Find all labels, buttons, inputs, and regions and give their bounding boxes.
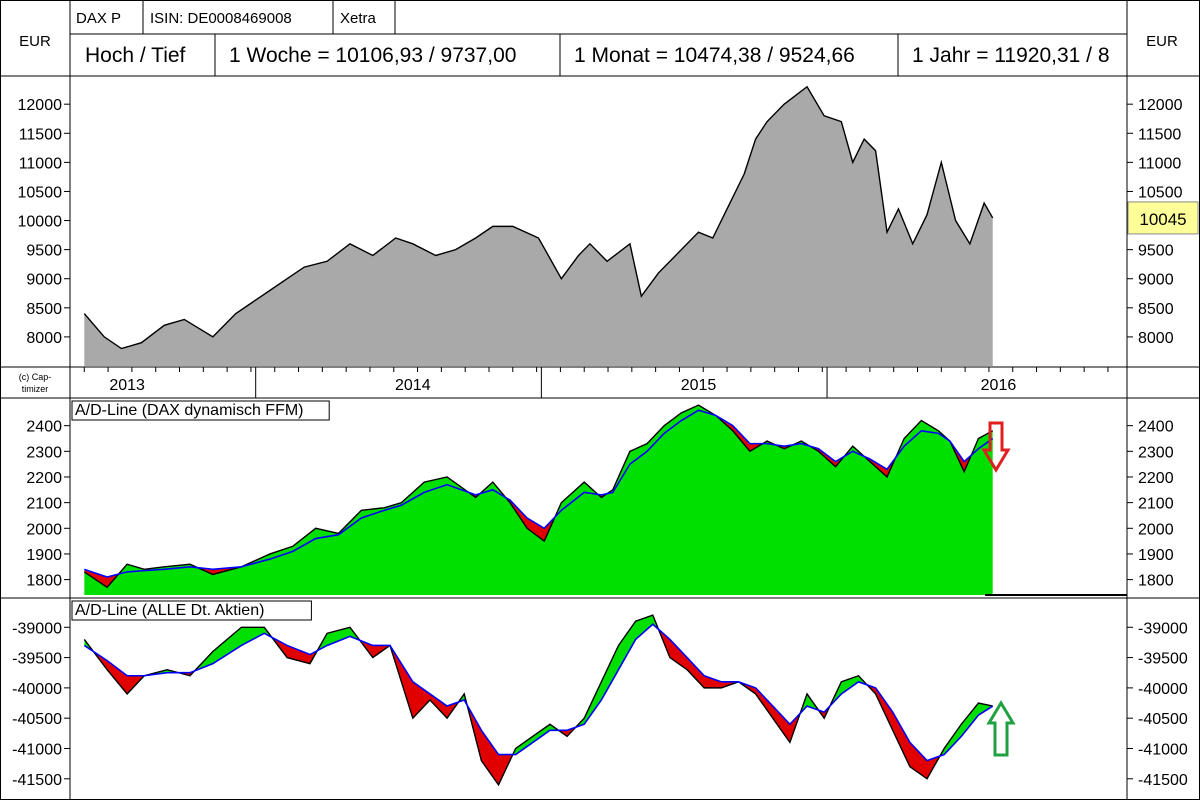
panel-title: A/D-Line (ALLE Dt. Aktien) xyxy=(75,602,264,619)
currency-right: EUR xyxy=(1146,33,1178,50)
high-low-label: Hoch / Tief xyxy=(85,44,186,67)
week-range: 1 Woche = 10106,93 / 9737,00 xyxy=(229,44,516,67)
y-tick-label-left: 11000 xyxy=(19,155,62,172)
y-tick-label-right: 9000 xyxy=(1138,272,1174,289)
y-tick-label-right: -41000 xyxy=(1138,741,1188,758)
y-tick-label-left: 11500 xyxy=(19,126,62,143)
y-tick-label-right: -41500 xyxy=(1138,772,1188,789)
y-tick-label-left: 9500 xyxy=(26,243,62,260)
copyright-line2: timizer xyxy=(22,384,49,394)
y-tick-label-left: 12000 xyxy=(18,97,63,114)
y-tick-label-left: -40000 xyxy=(12,681,62,698)
y-tick-label-left: 2300 xyxy=(26,444,62,461)
exchange: Xetra xyxy=(340,10,377,27)
month-range: 1 Monat = 10474,38 / 9524,66 xyxy=(574,44,855,67)
year-label: 2013 xyxy=(109,377,145,394)
y-tick-label-right: 2200 xyxy=(1138,470,1174,487)
panel-title-box xyxy=(71,600,312,621)
current-price-value: 10045 xyxy=(1139,210,1186,229)
panel-title: A/D-Line (DAX dynamisch FFM) xyxy=(75,402,304,419)
y-tick-label-right: 10500 xyxy=(1138,184,1183,201)
y-tick-label-left: -39500 xyxy=(12,651,62,668)
ad-moving-average xyxy=(83,623,994,762)
y-tick-label-right: 2400 xyxy=(1138,419,1174,436)
y-tick-label-left: -39000 xyxy=(12,620,62,637)
price-area xyxy=(84,86,993,367)
y-tick-label-right: 8000 xyxy=(1138,330,1174,347)
isin: ISIN: DE0008469008 xyxy=(150,10,292,27)
up-arrow-icon xyxy=(986,700,1016,757)
y-tick-label-right: 1900 xyxy=(1138,547,1174,564)
year-range: 1 Jahr = 11920,31 / 8 xyxy=(912,44,1110,67)
y-tick-label-left: 2100 xyxy=(26,496,62,513)
y-tick-label-right: -39000 xyxy=(1138,620,1188,637)
y-tick-label-right: 2100 xyxy=(1138,496,1174,513)
year-label: 2016 xyxy=(981,377,1017,394)
y-tick-label-left: 10000 xyxy=(18,214,63,231)
y-tick-label-left: 1900 xyxy=(26,547,62,564)
y-tick-label-left: 1800 xyxy=(26,573,62,590)
y-tick-label-left: 8500 xyxy=(26,301,62,318)
y-tick-label-left: 9000 xyxy=(26,272,62,289)
y-tick-label-right: 8500 xyxy=(1138,301,1174,318)
current-price-tag xyxy=(1127,201,1199,235)
y-tick-label-left: -41500 xyxy=(12,772,62,789)
ad-base-under xyxy=(84,410,993,595)
ad-line xyxy=(83,404,994,589)
panel-title-box xyxy=(71,400,330,421)
price-line xyxy=(83,85,994,350)
y-tick-label-left: 2400 xyxy=(26,419,62,436)
y-tick-label-right: -40000 xyxy=(1138,681,1188,698)
y-tick-label-right: -39500 xyxy=(1138,651,1188,668)
y-tick-label-right: -40500 xyxy=(1138,711,1188,728)
y-tick-label-right: 1800 xyxy=(1138,573,1174,590)
year-label: 2015 xyxy=(681,377,717,394)
y-tick-label-right: 12000 xyxy=(1138,97,1183,114)
y-tick-label-right: 11500 xyxy=(1138,126,1181,143)
y-tick-label-left: 8000 xyxy=(26,330,62,347)
currency-left: EUR xyxy=(19,33,51,50)
price-panel: 8000 8000 8500 8500 9000 9000 9500 9500 10000 100… xyxy=(18,85,1199,367)
y-tick-label-right: 2000 xyxy=(1138,521,1174,538)
y-tick-label-left: -40500 xyxy=(12,711,62,728)
y-tick-label-left: -41000 xyxy=(12,741,62,758)
year-range-clip: 1 Jahr = 11920,31 / 8 xyxy=(912,44,1110,67)
y-tick-label-right: 2300 xyxy=(1138,444,1174,461)
ad-moving-average xyxy=(84,409,994,578)
y-tick-label-right: 11000 xyxy=(1138,155,1181,172)
symbol: DAX P xyxy=(76,10,121,27)
y-tick-label-left: 10500 xyxy=(18,184,63,201)
header: EUR EUR DAX P ISIN: DE0008469008 Xetra H… xyxy=(0,0,1200,77)
year-label: 2014 xyxy=(395,377,431,394)
y-tick-label-left: 2200 xyxy=(26,470,62,487)
time-axis: 2013 2014 2015 2016 xyxy=(83,367,1109,398)
y-tick-label-right: 9500 xyxy=(1138,243,1174,260)
y-tick-label-left: 2000 xyxy=(26,521,62,538)
copyright-line1: (c) Cap- xyxy=(19,372,52,382)
down-arrow-icon xyxy=(981,421,1011,473)
